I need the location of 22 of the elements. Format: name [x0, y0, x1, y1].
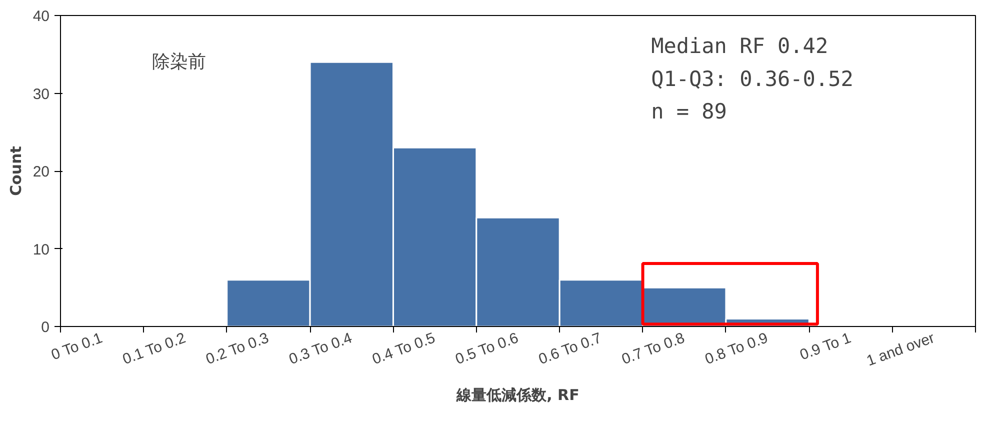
annotation: n = 89 — [651, 99, 727, 124]
x-tick-label: 0.9 To 1 — [798, 330, 854, 364]
x-tick-label: 0.2 To 0.3 — [204, 330, 272, 368]
x-tick-label: 0 To 0.1 — [49, 330, 105, 364]
x-tick-label: 0.5 To 0.6 — [453, 330, 521, 368]
y-tick-label: 20 — [32, 164, 50, 180]
x-tick-label: 0.3 To 0.4 — [286, 330, 354, 368]
x-tick-label: 0.4 To 0.5 — [370, 330, 438, 368]
x-tick-label: 0.1 To 0.2 — [120, 330, 188, 368]
annotation: Q1-Q3: 0.36-0.52 — [651, 66, 854, 91]
x-tick-label: 0.8 To 0.9 — [702, 330, 770, 368]
x-tick-label: 0.7 To 0.8 — [620, 330, 688, 368]
annotation: 除染前 — [152, 52, 206, 73]
y-tick-label: 40 — [32, 8, 50, 25]
x-tick-label: 1 and over — [864, 330, 937, 370]
y-tick-label: 30 — [32, 86, 50, 103]
y-tick-label: 10 — [32, 241, 50, 258]
x-axis-title: 線量低減係数, RF — [456, 386, 580, 404]
annotation: Median RF 0.42 — [651, 34, 828, 58]
x-tick-label: 0.6 To 0.7 — [536, 330, 604, 368]
y-tick-label: 0 — [41, 319, 50, 336]
y-axis-title: Count — [6, 146, 25, 196]
